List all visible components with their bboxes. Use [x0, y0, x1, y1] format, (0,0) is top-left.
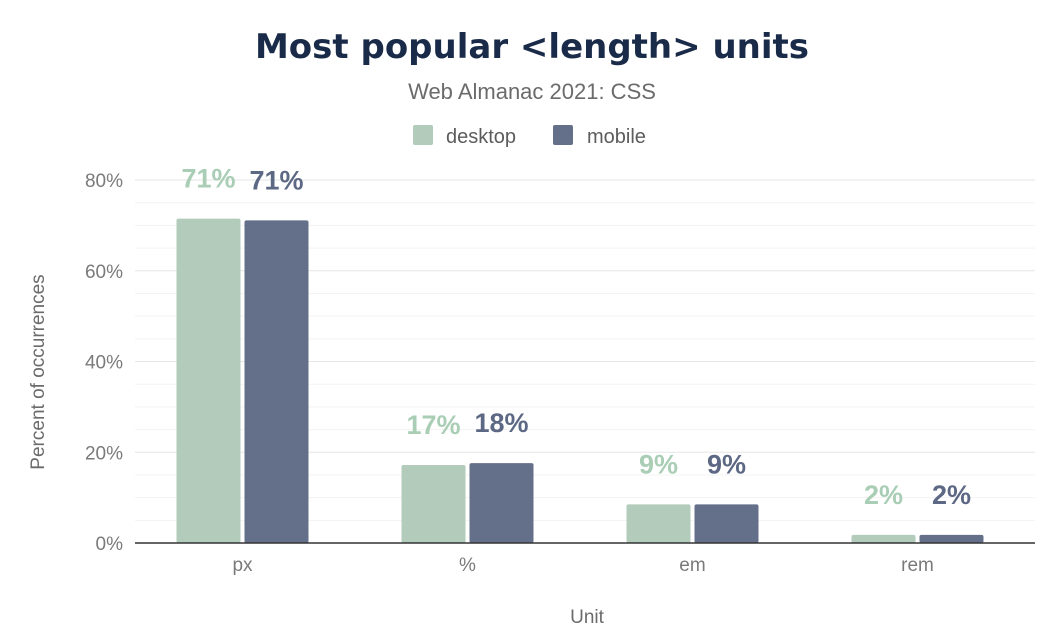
x-axis-title: Unit: [570, 607, 605, 628]
data-label-desktop-2: 9%: [639, 449, 678, 479]
bar-mobile-3: [919, 534, 984, 543]
data-label-mobile-3: 2%: [932, 480, 971, 510]
x-tick-label: rem: [901, 555, 934, 576]
x-tick-label: em: [679, 555, 705, 576]
chart-title: Most popular <length> units: [255, 27, 809, 67]
data-label-mobile-2: 9%: [707, 449, 746, 479]
y-tick-label: 20%: [85, 443, 123, 464]
data-label-mobile-0: 71%: [249, 165, 303, 195]
y-axis-title: Percent of occurrences: [28, 274, 49, 469]
bar-desktop-2: [626, 504, 691, 543]
bar-mobile-2: [694, 504, 759, 543]
bar-mobile-0: [244, 220, 309, 544]
bar-desktop-0: [176, 218, 241, 543]
y-tick-label: 80%: [85, 171, 123, 192]
data-labels: 71% 71% 17% 18% 9% 9% 2% 2%: [181, 164, 971, 510]
y-axis: 0% 20% 40% 60% 80%: [85, 171, 123, 555]
y-tick-label: 60%: [85, 262, 123, 283]
legend-label-mobile: mobile: [587, 126, 646, 148]
legend-swatch-desktop: [413, 125, 433, 145]
y-tick-label: 0%: [96, 534, 124, 555]
x-axis: px% em rem: [232, 555, 933, 576]
data-label-desktop-1: 17%: [406, 410, 460, 440]
data-label-desktop-3: 2%: [864, 480, 903, 510]
x-tick-label: %: [459, 555, 476, 576]
legend-swatch-mobile: [553, 125, 573, 145]
bar-desktop-3: [851, 534, 916, 543]
data-label-mobile-1: 18%: [474, 408, 528, 438]
y-tick-label: 40%: [85, 353, 123, 374]
legend: desktop mobile: [413, 125, 646, 148]
data-label-desktop-0: 71%: [181, 164, 235, 194]
chart-subtitle: Web Almanac 2021: CSS: [408, 79, 656, 104]
bar-desktop-1: [401, 464, 466, 543]
bars: [176, 218, 984, 544]
x-tick-label: px: [232, 555, 253, 576]
legend-label-desktop: desktop: [446, 126, 516, 148]
bar-mobile-1: [469, 463, 534, 543]
